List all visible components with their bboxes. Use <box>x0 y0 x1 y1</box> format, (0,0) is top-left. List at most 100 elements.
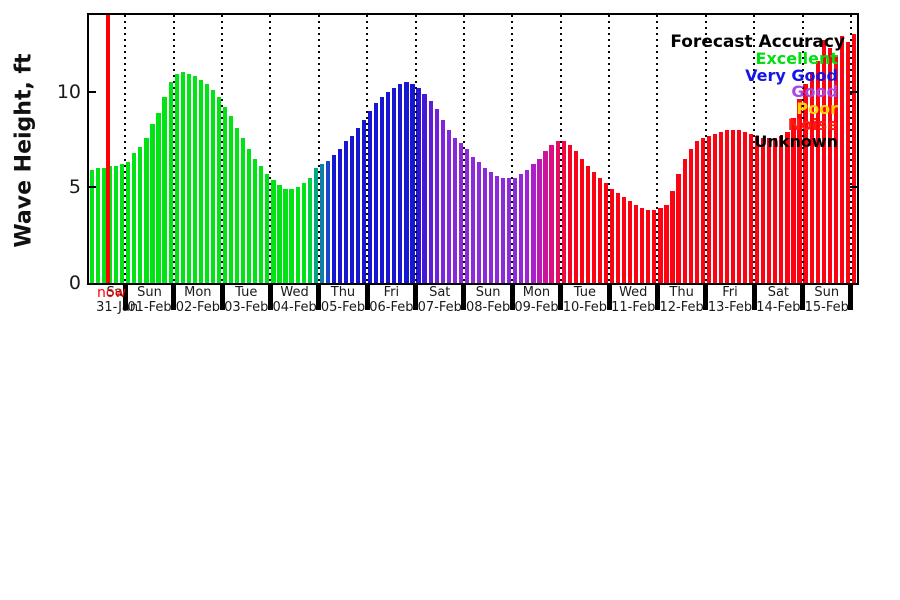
wave-height-bar <box>603 183 609 283</box>
y-axis-label: Wave Height, ft <box>11 53 37 248</box>
x-day-label: Mon 02-Feb <box>160 285 236 315</box>
x-day-date: 07-Feb <box>417 299 462 315</box>
x-day-label: Mon 09-Feb <box>498 285 574 315</box>
now-label: now <box>97 285 126 301</box>
wave-height-bar <box>186 74 191 283</box>
wave-height-bar <box>676 173 681 283</box>
x-day-label: Tue 03-Feb <box>208 285 284 315</box>
wave-height-bar <box>779 135 784 283</box>
x-day-name: Sat <box>106 285 128 300</box>
wave-height-bar <box>730 129 736 283</box>
plot-area <box>87 13 859 285</box>
day-boundary-tick <box>800 284 806 310</box>
wave-height-bar <box>670 191 675 283</box>
wave-height-bar <box>682 158 687 283</box>
day-boundary-tick <box>316 284 322 310</box>
wave-height-bar <box>797 99 802 283</box>
x-day-label: Sat 07-Feb <box>402 285 478 315</box>
wave-height-bar <box>216 97 222 283</box>
now-line <box>106 15 111 283</box>
wave-height-bar <box>616 193 621 283</box>
y-tick-mark-left <box>89 186 96 189</box>
wave-height-bar <box>476 162 482 283</box>
x-day-name: Fri <box>722 285 738 300</box>
wave-height-bar <box>513 177 518 283</box>
day-boundary-tick <box>558 284 564 310</box>
legend-entry: Good <box>791 82 838 101</box>
wave-height-bar <box>410 83 415 283</box>
wave-height-bar <box>718 131 723 283</box>
day-boundary-tick <box>413 284 419 310</box>
x-day-name: Wed <box>280 285 309 300</box>
wave-height-bar <box>537 158 542 283</box>
wave-height-bar <box>95 168 101 283</box>
x-day-label: Thu 05-Feb <box>305 285 381 315</box>
wave-height-bar <box>253 158 258 283</box>
x-day-label: Fri 13-Feb <box>692 285 768 315</box>
wave-height-bar <box>392 87 397 283</box>
x-day-date: 14-Feb <box>756 299 801 315</box>
wave-height-bar <box>259 166 264 283</box>
wave-height-bar <box>646 210 651 283</box>
x-day-name: Thu <box>330 285 356 300</box>
x-day-name: Sun <box>475 285 501 300</box>
wave-height-bar <box>265 173 270 283</box>
day-boundary-gridline <box>414 15 417 283</box>
wave-height-bar <box>555 141 560 283</box>
wave-height-bar <box>851 34 857 283</box>
wave-height-bar <box>827 47 832 283</box>
wave-height-bar <box>319 164 324 283</box>
wave-height-bar <box>458 143 463 283</box>
wave-height-bar <box>247 149 252 283</box>
x-day-date: 03-Feb <box>224 299 269 315</box>
wave-height-bar <box>210 89 216 283</box>
wave-height-bar <box>301 183 306 283</box>
wave-height-bar <box>228 116 234 283</box>
wave-height-bar <box>162 97 167 283</box>
x-day-name: Mon <box>522 285 551 300</box>
x-day-date: 10-Feb <box>562 299 607 315</box>
wave-height-bar <box>337 149 343 283</box>
day-boundary-gridline <box>221 15 224 283</box>
wave-height-bar <box>428 101 433 283</box>
day-boundary-tick <box>364 284 370 310</box>
wave-height-bar <box>313 168 318 283</box>
wave-height-bar <box>464 149 470 283</box>
day-boundary-gridline <box>704 15 707 283</box>
wave-height-bar <box>89 170 95 283</box>
day-boundary-gridline <box>172 15 175 283</box>
wave-height-bar <box>839 36 844 283</box>
wave-height-bar <box>495 175 500 283</box>
x-day-name: Sun <box>814 285 840 300</box>
wave-height-bar <box>833 55 838 283</box>
x-day-name: Wed <box>619 285 648 300</box>
wave-height-bar <box>694 141 699 283</box>
wave-height-bar <box>446 129 451 283</box>
day-boundary-gridline <box>317 15 320 283</box>
wave-height-bar <box>597 177 603 283</box>
wave-height-bar <box>440 120 445 283</box>
wave-height-bar <box>150 124 155 283</box>
wave-height-bar <box>434 108 439 283</box>
legend-entries: Excellent Very Good Good Poor Noise Unknown <box>670 50 845 150</box>
wave-height-bar <box>482 168 488 283</box>
x-day-date: 08-Feb <box>465 299 511 315</box>
wave-height-bar <box>132 152 137 283</box>
wave-height-bar <box>452 137 457 283</box>
wave-height-bar <box>773 137 778 283</box>
y-tick-label: 10 <box>56 80 81 103</box>
day-boundary-tick <box>171 284 177 310</box>
wave-height-bar <box>591 171 596 283</box>
x-day-date: 11-Feb <box>611 299 656 315</box>
wave-height-bar <box>398 83 403 283</box>
wave-height-bar <box>622 196 627 283</box>
wave-height-bar <box>761 137 766 283</box>
wave-height-bar <box>585 166 590 283</box>
x-day-date: 02-Feb <box>175 299 220 315</box>
legend: Forecast Accuracy Excellent Very Good Good… <box>670 33 845 150</box>
wave-height-bar <box>126 162 131 283</box>
wave-height-bar <box>609 189 615 283</box>
day-boundary-gridline <box>801 15 804 283</box>
wave-height-bar <box>815 60 820 283</box>
